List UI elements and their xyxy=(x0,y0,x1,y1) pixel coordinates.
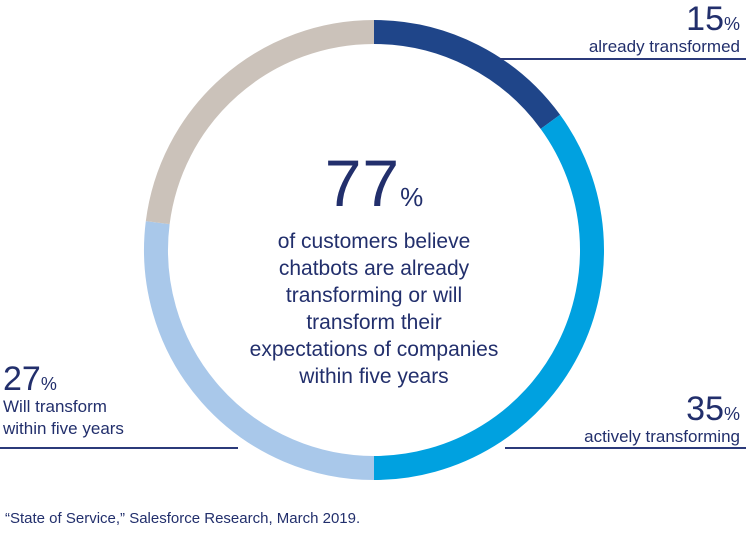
center-line: within five years xyxy=(299,365,449,388)
center-stat: 77% of customers believe chatbots are al… xyxy=(224,150,524,390)
donut-segment-3 xyxy=(145,20,375,225)
footnote: “State of Service,” Salesforce Research,… xyxy=(5,510,361,527)
center-line: transform their xyxy=(306,311,442,334)
label-unit: % xyxy=(723,404,740,424)
label-value: 15 xyxy=(686,0,724,38)
label-value: 27 xyxy=(3,360,41,398)
label-text: actively transforming xyxy=(584,427,740,446)
label-unit: % xyxy=(723,14,740,34)
center-line: expectations of companies xyxy=(249,338,499,361)
center-unit: % xyxy=(400,182,424,212)
donut-segment-0 xyxy=(373,20,561,130)
center-line: of customers believe xyxy=(277,230,471,253)
label-actively-transforming: 35% actively transforming xyxy=(584,392,740,448)
donut-segment-1 xyxy=(373,114,604,480)
leader-line xyxy=(505,447,746,449)
label-unit: % xyxy=(40,374,57,394)
leader-line xyxy=(0,447,238,449)
label-value: 35 xyxy=(686,390,724,428)
leader-line xyxy=(500,58,746,60)
center-line: chatbots are already xyxy=(278,257,470,280)
center-line: transforming or will xyxy=(285,284,463,307)
center-number: 77 xyxy=(324,146,401,220)
label-text: within five years xyxy=(3,419,124,438)
label-will-transform: 27% Will transform within five years xyxy=(3,362,124,440)
label-already-transformed: 15% already transformed xyxy=(589,2,740,58)
label-text: Will transform xyxy=(3,397,107,416)
center-value: 77% xyxy=(224,150,524,230)
donut-segment-2 xyxy=(144,221,375,480)
center-description: of customers believe chatbots are alread… xyxy=(224,228,524,390)
label-text: already transformed xyxy=(588,37,740,56)
